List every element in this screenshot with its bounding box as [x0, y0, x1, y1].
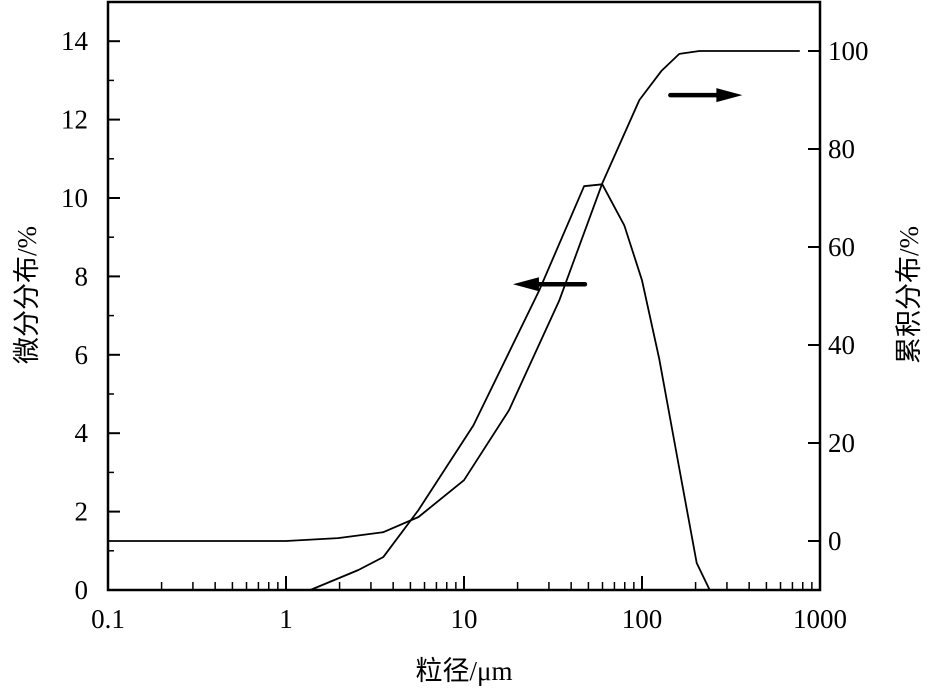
y2-axis-label: 累积分布/%: [894, 226, 924, 364]
x-axis-label: 粒径/μm: [416, 656, 513, 686]
arrow-left-icon: [512, 277, 539, 292]
y-tick-label: 6: [75, 340, 89, 370]
y-tick-label: 12: [61, 105, 88, 135]
y-tick-label: 10: [61, 183, 88, 213]
cumulative-distribution-line: [108, 50, 800, 542]
y-tick-label: 14: [61, 26, 89, 56]
plot-frame: [106, 0, 822, 592]
y-tick-label: 8: [75, 261, 89, 291]
y2-tick-label: 0: [828, 526, 842, 556]
plot-area: 0.1 1 10 100 1000 0 2 4 6 8 10 12 14 0 20 40 60 80 100: [61, 0, 869, 634]
arrow-right-icon: [716, 88, 743, 103]
y-tick-label: 2: [75, 497, 89, 527]
y2-tick-label: 80: [828, 134, 855, 164]
x-tick-label: 100: [622, 604, 663, 634]
y-tick-label: 0: [75, 575, 89, 605]
x-tick-label: 0.1: [91, 604, 125, 634]
y-axis-label: 微分分布/%: [12, 226, 42, 364]
differential-distribution-line: [309, 183, 711, 591]
x-tick-label: 1000: [793, 604, 847, 634]
y2-tick-label: 20: [828, 428, 855, 458]
x-tick-label: 1: [279, 604, 293, 634]
y-tick-label: 4: [75, 418, 89, 448]
y2-tick-label: 60: [828, 232, 855, 262]
y2-tick-label: 40: [828, 330, 855, 360]
y2-tick-label: 100: [828, 36, 869, 66]
x-tick-label: 10: [451, 604, 478, 634]
